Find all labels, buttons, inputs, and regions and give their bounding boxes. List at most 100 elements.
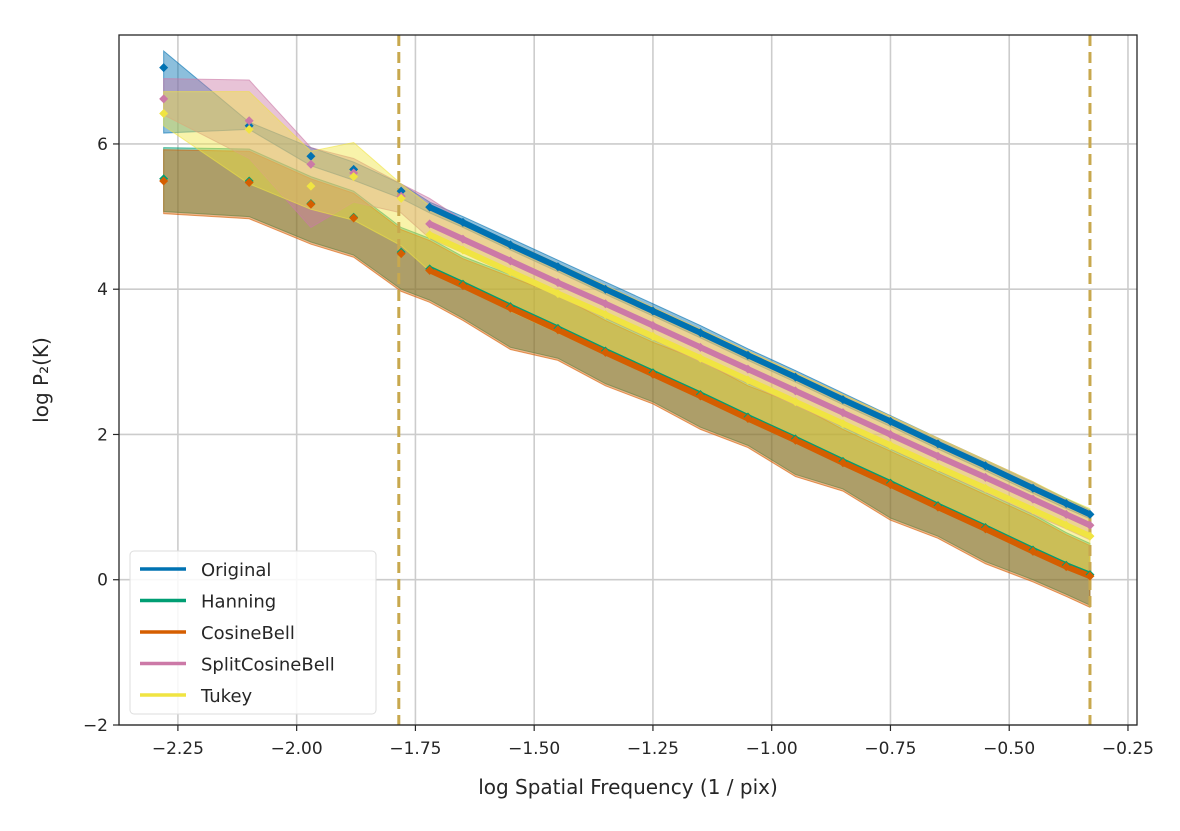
- original-marker: [159, 63, 169, 73]
- cosinebell-marker: [553, 325, 563, 335]
- x-tick-label: −0.25: [1102, 739, 1154, 759]
- cosinebell-marker: [790, 435, 800, 445]
- y-axis-label: log P₂(K): [29, 337, 53, 423]
- tukey-line: [428, 232, 1092, 539]
- cosinebell-marker: [505, 303, 515, 313]
- x-tick-label: −0.75: [864, 739, 916, 759]
- tukey-marker: [159, 108, 169, 118]
- tukey-marker: [838, 419, 848, 429]
- tukey-marker: [1085, 531, 1095, 541]
- splitcosinebell-marker: [695, 342, 705, 352]
- tukey-marker: [505, 267, 515, 277]
- cosinebell-marker: [1085, 571, 1095, 581]
- original-line: [428, 204, 1092, 518]
- tukey-marker: [600, 310, 610, 320]
- x-tick-label: −1.75: [389, 739, 441, 759]
- splitcosinebell-marker: [600, 299, 610, 309]
- y-axis-ticks: −2 0 2 4 6: [83, 135, 119, 736]
- cosinebell-line: [428, 267, 1092, 579]
- original-marker: [933, 439, 943, 449]
- x-tick-label: −1.50: [508, 739, 560, 759]
- tukey-marker: [885, 440, 895, 450]
- splitcosinebell-marker: [505, 256, 515, 266]
- legend: Original Hanning CosineBell SplitCosineBell…: [129, 550, 377, 715]
- x-tick-label: −0.50: [983, 739, 1035, 759]
- original-marker: [306, 151, 316, 161]
- legend-label: CosineBell: [201, 623, 295, 644]
- tukey-marker: [743, 375, 753, 385]
- splitcosinebell-marker: [980, 472, 990, 482]
- splitcosinebell-marker: [933, 451, 943, 461]
- tukey-marker: [933, 462, 943, 472]
- splitcosinebell-marker: [648, 321, 658, 331]
- tukey-marker: [349, 172, 359, 182]
- y-tick-label: 2: [97, 425, 108, 445]
- cosinebell-marker: [244, 177, 254, 187]
- plot-frame: [118, 34, 1138, 726]
- cosinebell-marker: [933, 502, 943, 512]
- cosinebell-marker: [695, 391, 705, 401]
- tukey-marker: [396, 193, 406, 203]
- y-tick-label: 0: [97, 571, 108, 591]
- x-tick-label: −2.00: [271, 739, 323, 759]
- cosinebell-marker: [349, 213, 359, 223]
- cosinebell-marker: [743, 413, 753, 423]
- splitcosinebell-marker: [306, 159, 316, 169]
- y-tick-label: 4: [97, 280, 108, 300]
- original-marker: [1061, 498, 1071, 508]
- splitcosinebell-marker: [425, 219, 435, 229]
- tukey-marker: [553, 289, 563, 299]
- tukey-marker: [244, 124, 254, 134]
- tukey-marker: [790, 397, 800, 407]
- cosinebell-band: [163, 149, 1091, 609]
- y-tick-label: −2: [83, 716, 108, 736]
- data-markers: [159, 63, 1095, 581]
- original-marker: [790, 372, 800, 382]
- cosinebell-marker: [1028, 546, 1038, 556]
- splitcosinebell-marker: [743, 364, 753, 374]
- cosinebell-marker: [838, 458, 848, 468]
- tukey-marker: [1061, 520, 1071, 530]
- cosinebell-marker: [885, 480, 895, 490]
- splitcosinebell-marker: [553, 278, 563, 288]
- fit-lines: [428, 204, 1092, 579]
- cosinebell-marker: [1061, 562, 1071, 572]
- legend-label: Tukey: [200, 686, 253, 707]
- original-marker: [396, 186, 406, 196]
- x-axis-label: log Spatial Frequency (1 / pix): [478, 775, 778, 799]
- original-marker: [505, 240, 515, 250]
- original-marker: [885, 416, 895, 426]
- cosinebell-marker: [425, 265, 435, 275]
- x-tick-label: −1.00: [746, 739, 798, 759]
- cosinebell-marker: [648, 369, 658, 379]
- original-marker: [695, 328, 705, 338]
- original-marker: [648, 306, 658, 316]
- tukey-marker: [980, 483, 990, 493]
- y-tick-label: 6: [97, 135, 108, 155]
- cosinebell-marker: [600, 347, 610, 357]
- original-marker: [425, 202, 435, 212]
- x-axis-ticks: −2.25 −2.00 −1.75 −1.50 −1.25 −1.00 −0.75 −0.50…: [152, 725, 1154, 759]
- tukey-marker: [458, 245, 468, 255]
- splitcosinebell-marker: [838, 408, 848, 418]
- splitcosinebell-line: [428, 221, 1092, 528]
- original-marker: [980, 461, 990, 471]
- original-marker: [553, 262, 563, 272]
- confidence-bands: [163, 49, 1091, 609]
- x-tick-label: −1.25: [627, 739, 679, 759]
- tukey-marker: [695, 353, 705, 363]
- legend-label: SplitCosineBell: [201, 655, 335, 676]
- splitcosinebell-marker: [159, 94, 169, 104]
- legend-label: Hanning: [201, 592, 276, 613]
- x-tick-label: −2.25: [152, 739, 204, 759]
- splitcosinebell-marker: [1085, 520, 1095, 530]
- cosinebell-marker: [458, 281, 468, 291]
- tukey-marker: [648, 331, 658, 341]
- splitcosinebell-marker: [244, 116, 254, 126]
- splitcosinebell-marker: [458, 234, 468, 244]
- splitcosinebell-marker: [885, 429, 895, 439]
- original-marker: [743, 350, 753, 360]
- original-marker: [838, 395, 848, 405]
- cosinebell-marker: [980, 524, 990, 534]
